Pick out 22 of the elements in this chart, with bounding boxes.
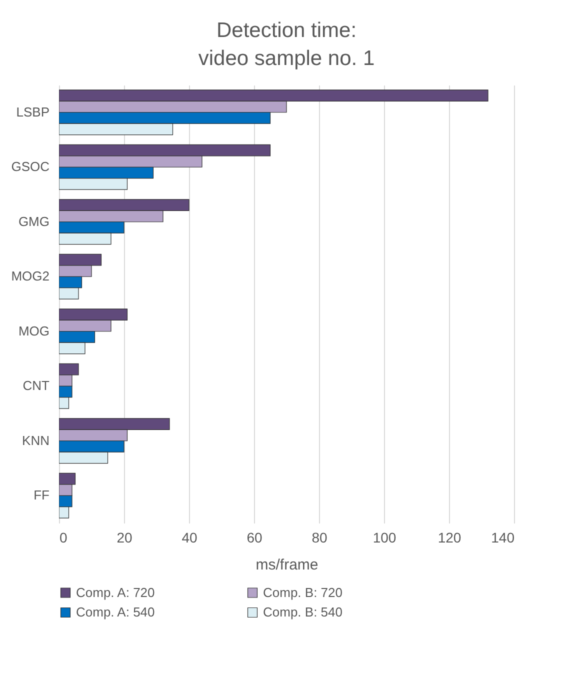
legend-label: Comp. A: 720 (76, 584, 155, 600)
legend-label: Comp. B: 720 (263, 584, 342, 600)
y-tick-label: LSBP (16, 104, 50, 120)
x-tick-label: 120 (438, 530, 462, 546)
x-tick-label: 140 (491, 530, 515, 546)
y-tick-label: MOG2 (11, 268, 50, 284)
chart-title: Detection time: video sample no. 1 (198, 19, 375, 70)
y-tick-label: GMG (18, 214, 50, 229)
x-tick-label: 100 (372, 530, 396, 546)
x-tick-label: 40 (182, 530, 198, 546)
y-tick-label: GSOC (11, 159, 50, 174)
x-tick-label: 60 (246, 530, 262, 546)
x-axis-title: ms/frame (256, 556, 318, 574)
y-tick-label: FF (34, 488, 50, 503)
x-tick-label: 0 (60, 530, 68, 546)
y-tick-label: KNN (22, 432, 50, 448)
x-tick-label: 80 (312, 530, 328, 546)
legend-label: Comp. B: 540 (263, 604, 342, 620)
x-tick-label: 20 (116, 530, 132, 546)
legend-label: Comp. A: 540 (76, 604, 155, 620)
y-tick-label: MOG (18, 323, 50, 338)
y-tick-label: CNT (22, 378, 50, 394)
